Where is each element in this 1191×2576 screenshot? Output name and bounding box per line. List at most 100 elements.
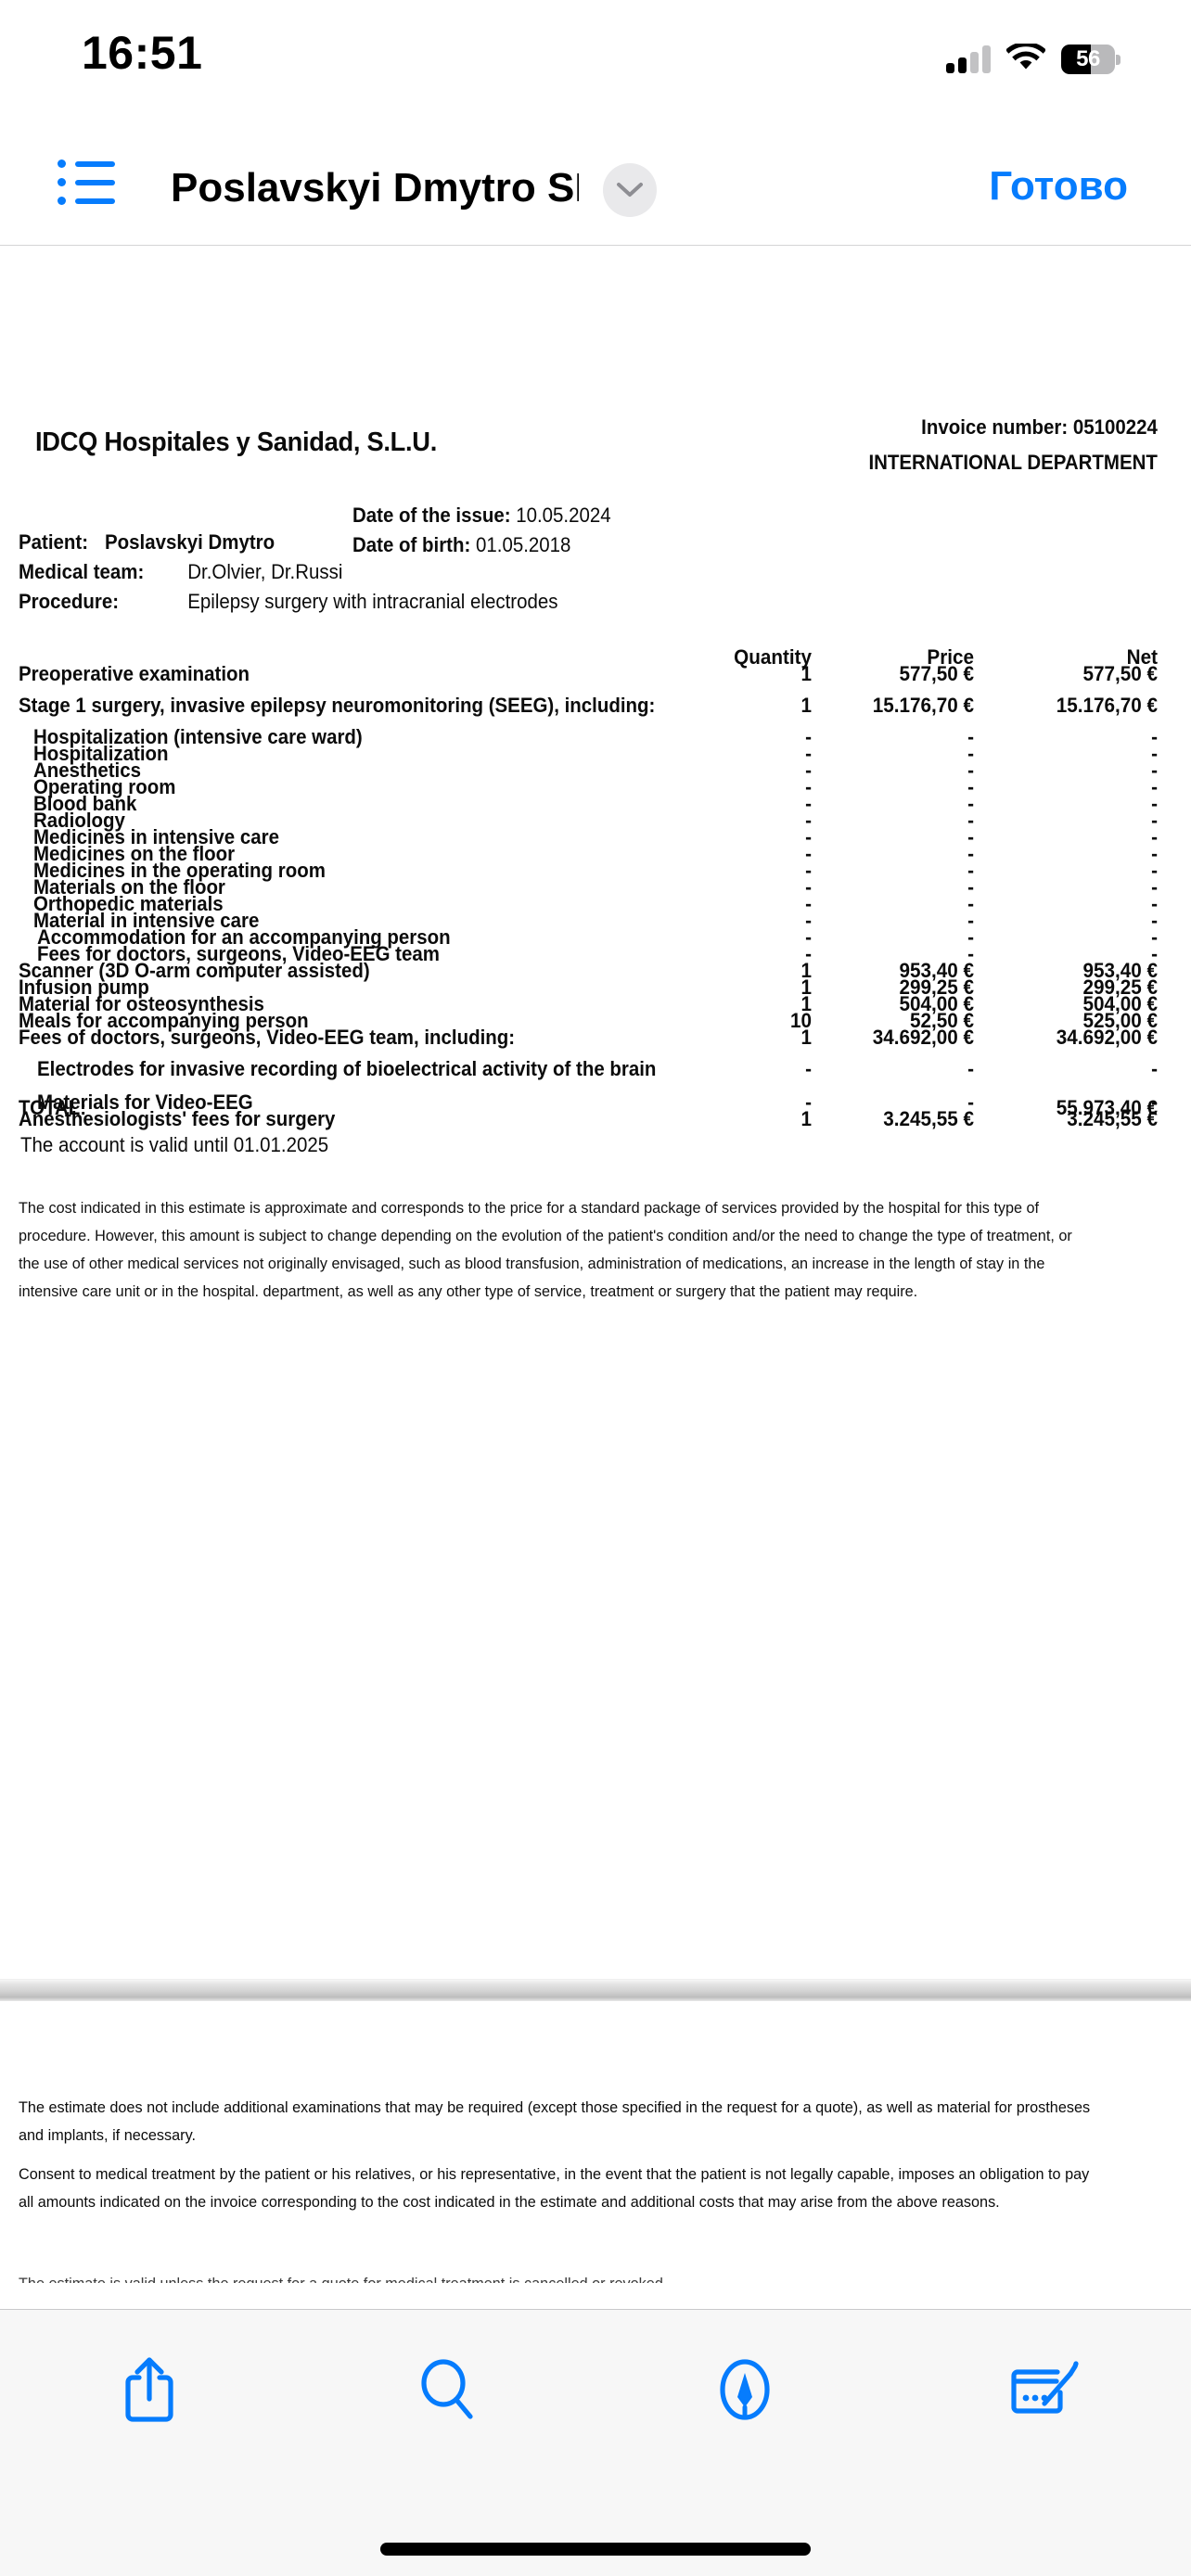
table-cell-item: Electrodes for invasive recording of bio…: [37, 1057, 657, 1080]
patient-row: Patient: Poslavskyi Dmytro: [19, 530, 275, 555]
page2-paragraph-2-text: Consent to medical treatment by the pati…: [19, 2165, 1090, 2211]
page2-paragraph-3: The estimate is valid unless the request…: [19, 2270, 1145, 2283]
table-cell-net: -: [1151, 942, 1158, 965]
table-cell-quantity: -: [805, 942, 812, 965]
table-cell-net: -: [1151, 1090, 1158, 1114]
table-row: Scanner (3D O-arm computer assisted) 1 953…: [19, 959, 1159, 982]
table-cell-item: Anesthesiologists' fees for surgery: [19, 1107, 336, 1130]
table-cell-quantity: -: [805, 809, 812, 832]
table-cell-net: -: [1151, 825, 1158, 848]
table-cell-price: -: [967, 892, 974, 915]
done-button[interactable]: Готово: [989, 163, 1128, 209]
date-of-birth: Date of birth: 01.05.2018: [352, 533, 570, 557]
table-cell-price: -: [967, 842, 974, 865]
markup-button[interactable]: [596, 2336, 893, 2447]
table-cell-price: 577,50 €: [899, 662, 974, 685]
table-row: Orthopedic materials - - -: [19, 892, 1159, 915]
bottom-toolbar: [0, 2309, 1191, 2576]
invoice-table: Quantity Price Net Preoperative examinat…: [19, 645, 1159, 1130]
medical-team-label: Medical team:: [19, 560, 145, 583]
table-cell-price: 299,25 €: [899, 976, 974, 999]
table-cell-price: -: [967, 1090, 974, 1114]
annotate-icon: [1004, 2355, 1082, 2429]
total-value: 55.973,40 €: [1056, 1096, 1158, 1119]
table-row: Infusion pump 1 299,25 € 299,25 €: [19, 976, 1159, 999]
table-row: Meals for accompanying person 10 52,50 € 52…: [19, 1009, 1159, 1032]
chevron-down-icon[interactable]: [603, 163, 657, 217]
table-cell-price: -: [967, 809, 974, 832]
document-page-1: IDCQ Hospitales y Sanidad, S.L.U. Invoic…: [0, 247, 1191, 1984]
document-scroll-area[interactable]: IDCQ Hospitales y Sanidad, S.L.U. Invoic…: [0, 247, 1191, 2309]
table-cell-quantity: 1: [800, 1026, 812, 1049]
disclaimer-text: The cost indicated in this estimate is a…: [19, 1199, 1072, 1300]
table-cell-price: 953,40 €: [899, 959, 974, 982]
company-name: IDCQ Hospitales y Sanidad, S.L.U.: [35, 427, 438, 457]
table-cell-quantity: 1: [800, 976, 812, 999]
table-cell-item: Hospitalization (intensive care ward): [33, 725, 363, 748]
medical-team-row: Medical team: Dr.Olvier, Dr.Russi: [19, 560, 342, 584]
col-header-quantity: Quantity: [734, 645, 812, 669]
table-cell-quantity: -: [805, 759, 812, 782]
table-row: Medicines on the floor - - -: [19, 842, 1159, 865]
table-cell-quantity: 1: [800, 1107, 812, 1130]
table-cell-net: -: [1151, 1057, 1158, 1080]
table-row: Anesthetics - - -: [19, 759, 1159, 782]
patient-label: Patient:: [19, 530, 89, 554]
valid-until-text: The account is valid until 01.01.2025: [20, 1133, 329, 1156]
table-cell-item: Material in intensive care: [33, 909, 260, 932]
page-separator: [0, 1979, 1191, 2001]
table-cell-net: -: [1151, 725, 1158, 748]
share-button[interactable]: [0, 2336, 298, 2447]
table-cell-net: 299,25 €: [1082, 976, 1158, 999]
table-cell-net: -: [1151, 742, 1158, 765]
search-button[interactable]: [298, 2336, 596, 2447]
table-cell-price: -: [967, 909, 974, 932]
table-cell-item: Materials for Video-EEG: [37, 1090, 253, 1114]
table-cell-price: 34.692,00 €: [872, 1026, 974, 1049]
table-row: Medicines in the operating room - - -: [19, 859, 1159, 882]
table-cell-price: -: [967, 759, 974, 782]
table-cell-item: Preoperative examination: [19, 662, 250, 685]
table-cell-quantity: 1: [800, 992, 812, 1015]
table-row: Material for osteosynthesis 1 504,00 € 504,…: [19, 992, 1159, 1015]
table-cell-item: Medicines in intensive care: [33, 825, 279, 848]
table-row: Accommodation for an accompanying person…: [19, 925, 1159, 949]
table-cell-item: Operating room: [33, 775, 176, 798]
bulleted-list-icon[interactable]: [58, 158, 115, 208]
table-cell-quantity: -: [805, 892, 812, 915]
table-cell-price: -: [967, 1057, 974, 1080]
cellular-signal-icon: [946, 45, 991, 73]
patient-value: Poslavskyi Dmytro: [105, 530, 275, 554]
table-cell-item: Hospitalization: [33, 742, 169, 765]
table-row: Materials on the floor - - -: [19, 875, 1159, 899]
table-cell-item: Stage 1 surgery, invasive epilepsy neuro…: [19, 694, 656, 717]
table-cell-quantity: -: [805, 925, 812, 949]
markup-pen-icon: [712, 2355, 777, 2429]
battery-percent-label: 56: [1076, 46, 1100, 71]
table-row: Anesthesiologists' fees for surgery 1 3.24…: [19, 1107, 1159, 1130]
col-header-net: Net: [1126, 645, 1158, 669]
total-label: TOTAL:: [19, 1096, 87, 1119]
invoice-number-value: 05100224: [1072, 415, 1158, 439]
table-cell-quantity: 10: [789, 1009, 812, 1032]
page2-paragraph-1: The estimate does not include additional…: [19, 2094, 1145, 2149]
date-of-birth-label: Date of birth:: [352, 533, 471, 556]
invoice-number: Invoice number: 05100224: [921, 415, 1158, 440]
department-label: INTERNATIONAL DEPARTMENT: [868, 451, 1158, 474]
annotate-button[interactable]: [893, 2336, 1191, 2447]
table-cell-quantity: -: [805, 725, 812, 748]
table-row: Stage 1 surgery, invasive epilepsy neuro…: [19, 694, 1159, 717]
document-page-2: The estimate does not include additional…: [0, 2001, 1191, 2309]
table-cell-item: Accommodation for an accompanying person: [37, 925, 451, 949]
status-bar: 16:51 56: [0, 0, 1191, 102]
procedure-label: Procedure:: [19, 590, 120, 613]
table-row: Medicines in intensive care - - -: [19, 825, 1159, 848]
table-cell-price: -: [967, 925, 974, 949]
table-row: Material in intensive care - - -: [19, 909, 1159, 932]
date-of-issue-label: Date of the issue:: [352, 504, 511, 527]
table-cell-net: 15.176,70 €: [1056, 694, 1158, 717]
page2-paragraph-3-text: The estimate is valid unless the request…: [19, 2270, 1094, 2283]
table-cell-price: 15.176,70 €: [872, 694, 974, 717]
search-icon: [415, 2355, 480, 2429]
table-cell-item: Blood bank: [33, 792, 137, 815]
